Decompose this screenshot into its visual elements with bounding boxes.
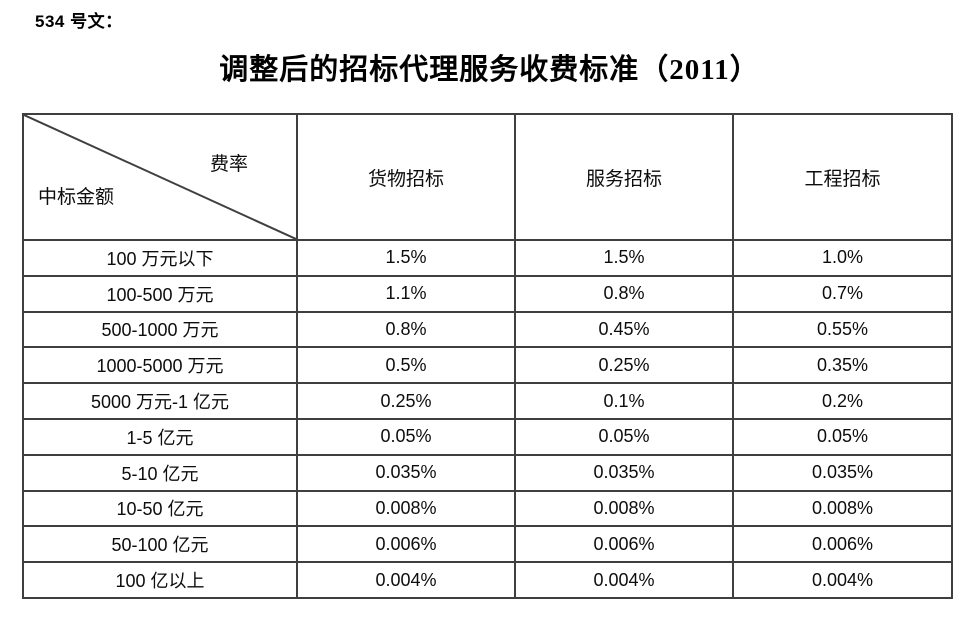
cell-value: 0.004% xyxy=(514,561,734,599)
cell-value: 1.5% xyxy=(296,239,516,277)
table-row: 100-500 万元 1.1% 0.8% 0.7% xyxy=(22,274,953,313)
table-row: 5-10 亿元 0.035% 0.035% 0.035% xyxy=(22,453,953,492)
cell-value: 0.004% xyxy=(732,561,953,599)
cell-value: 0.035% xyxy=(732,453,953,492)
cell-value: 0.008% xyxy=(514,489,734,528)
corner-label-amount: 中标金额 xyxy=(38,187,115,208)
cell-value: 0.5% xyxy=(296,346,516,385)
fee-table: 费率 中标金额 货物招标 服务招标 工程招标 100 万元以下 1.5% 1.5… xyxy=(22,113,953,599)
cell-value: 0.8% xyxy=(514,274,734,313)
column-header-engineering: 工程招标 xyxy=(732,113,953,241)
table-row: 50-100 亿元 0.006% 0.006% 0.006% xyxy=(22,525,953,564)
cell-value: 0.035% xyxy=(296,453,516,492)
row-label: 1000-5000 万元 xyxy=(22,346,298,385)
cell-value: 0.004% xyxy=(296,561,516,599)
cell-value: 0.55% xyxy=(732,310,953,349)
table-row: 100 亿以上 0.004% 0.004% 0.004% xyxy=(22,561,953,599)
row-label: 50-100 亿元 xyxy=(22,525,298,564)
cell-value: 0.008% xyxy=(296,489,516,528)
cell-value: 1.0% xyxy=(732,239,953,277)
cell-value: 1.1% xyxy=(296,274,516,313)
cell-value: 0.05% xyxy=(514,417,734,456)
table-row: 1000-5000 万元 0.5% 0.25% 0.35% xyxy=(22,346,953,385)
cell-value: 0.8% xyxy=(296,310,516,349)
diagonal-divider-line xyxy=(24,115,296,239)
cell-value: 0.25% xyxy=(296,382,516,420)
column-header-goods: 货物招标 xyxy=(296,113,516,241)
cell-value: 0.008% xyxy=(732,489,953,528)
cell-value: 0.006% xyxy=(732,525,953,564)
row-label: 10-50 亿元 xyxy=(22,489,298,528)
doc-number-label: 534 号文： xyxy=(35,12,123,31)
table-row: 5000 万元-1 亿元 0.25% 0.1% 0.2% xyxy=(22,382,953,420)
row-label: 1-5 亿元 xyxy=(22,417,298,456)
page-title: 调整后的招标代理服务收费标准（2011） xyxy=(219,54,760,86)
table-header-row: 费率 中标金额 货物招标 服务招标 工程招标 xyxy=(22,113,953,241)
cell-value: 0.2% xyxy=(732,382,953,420)
cell-value: 1.5% xyxy=(514,239,734,277)
row-label: 100 万元以下 xyxy=(22,239,298,277)
row-label: 5-10 亿元 xyxy=(22,453,298,492)
table-row: 100 万元以下 1.5% 1.5% 1.0% xyxy=(22,239,953,277)
cell-value: 0.05% xyxy=(732,417,953,456)
cell-value: 0.45% xyxy=(514,310,734,349)
column-header-service: 服务招标 xyxy=(514,113,734,241)
cell-value: 0.7% xyxy=(732,274,953,313)
cell-value: 0.35% xyxy=(732,346,953,385)
cell-value: 0.035% xyxy=(514,453,734,492)
row-label: 100-500 万元 xyxy=(22,274,298,313)
cell-value: 0.1% xyxy=(514,382,734,420)
corner-header-cell: 费率 中标金额 xyxy=(22,113,298,241)
corner-label-rate: 费率 xyxy=(209,154,248,175)
table-row: 10-50 亿元 0.008% 0.008% 0.008% xyxy=(22,489,953,528)
cell-value: 0.25% xyxy=(514,346,734,385)
cell-value: 0.006% xyxy=(514,525,734,564)
row-label: 5000 万元-1 亿元 xyxy=(22,382,298,420)
row-label: 500-1000 万元 xyxy=(22,310,298,349)
row-label: 100 亿以上 xyxy=(22,561,298,599)
table-row: 500-1000 万元 0.8% 0.45% 0.55% xyxy=(22,310,953,349)
cell-value: 0.05% xyxy=(296,417,516,456)
cell-value: 0.006% xyxy=(296,525,516,564)
table-row: 1-5 亿元 0.05% 0.05% 0.05% xyxy=(22,417,953,456)
